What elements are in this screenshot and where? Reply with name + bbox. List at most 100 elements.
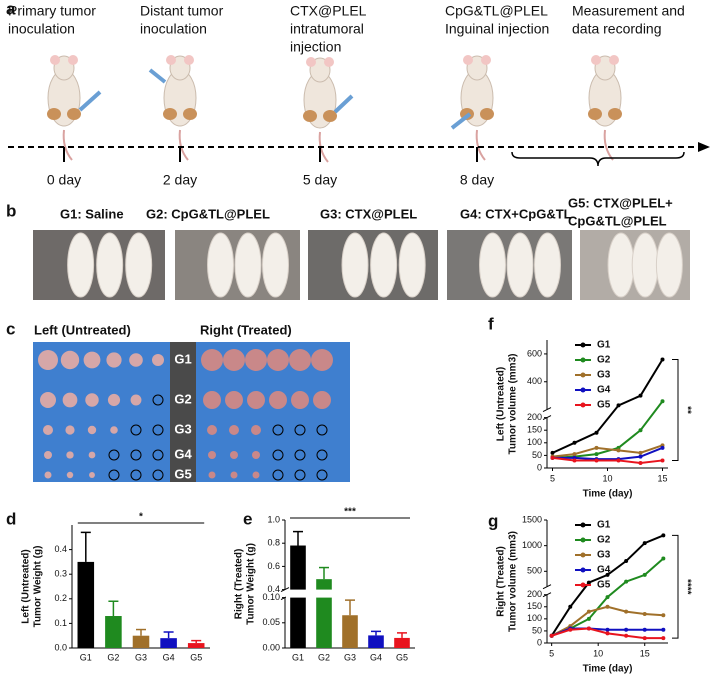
tumor <box>40 392 56 408</box>
y-tick-label: 400 <box>527 376 542 386</box>
tumor <box>60 350 80 370</box>
x-tick-label: G5 <box>396 652 408 662</box>
day-label: 2 day <box>163 172 197 188</box>
photo-mouse <box>262 232 289 298</box>
point <box>642 572 647 577</box>
tumor <box>106 352 122 368</box>
x-tick-label: 5 <box>549 648 554 658</box>
point <box>586 626 591 631</box>
break-gap <box>545 411 549 416</box>
y-tick-label: 0.10 <box>262 592 280 602</box>
point <box>568 604 573 609</box>
panel-label: f <box>488 314 494 333</box>
tumor <box>208 451 216 459</box>
photo-mouse <box>655 232 683 298</box>
y-tick-label: 0.6 <box>267 561 280 571</box>
ruler-label: G1 <box>174 351 191 366</box>
tumor <box>269 391 287 409</box>
tumor <box>208 471 216 479</box>
ruler-label: G4 <box>174 446 192 461</box>
step-label: injection <box>290 39 341 55</box>
tumor <box>272 449 284 461</box>
photo-mouse <box>506 232 534 298</box>
tumor <box>294 424 306 436</box>
tumor <box>223 349 245 371</box>
point <box>661 627 666 632</box>
point <box>660 399 665 404</box>
step-label: CTX@PLEL <box>290 3 367 19</box>
day-label: 8 day <box>460 172 494 188</box>
tumor <box>230 451 238 459</box>
tumor <box>245 349 267 371</box>
tumor <box>110 426 118 434</box>
x-tick-label: G3 <box>135 652 147 662</box>
point <box>549 633 554 638</box>
group-label: G2: CpG&TL@PLEL <box>146 206 270 221</box>
tumor <box>108 449 120 461</box>
ruler-label: G2 <box>174 391 191 406</box>
tumor <box>85 393 99 407</box>
y-tick-label: 100 <box>527 613 542 623</box>
panel-label: a <box>6 0 16 18</box>
tumor <box>311 349 333 371</box>
y-axis-label: Left (Untreated) <box>496 367 507 441</box>
y-tick-label: 0 <box>537 637 542 647</box>
point <box>594 458 599 463</box>
y-tick-label: 0.3 <box>54 569 67 579</box>
group-label: G1: Saline <box>60 206 124 221</box>
tumor <box>272 424 284 436</box>
mice <box>46 54 623 163</box>
y-tick-label: 200 <box>527 589 542 599</box>
y-tick-label: 500 <box>527 566 542 576</box>
tumor <box>43 425 53 435</box>
step-label: intratumoral <box>290 21 364 37</box>
x-tick-label: G4 <box>370 652 382 662</box>
point <box>642 636 647 641</box>
y-tick-label: 0.05 <box>262 617 280 627</box>
legend-marker <box>580 522 586 528</box>
legend-marker <box>580 552 586 558</box>
step-label: Distant tumor <box>140 3 224 19</box>
legend-label: G2 <box>597 535 611 546</box>
step-label: Measurement and <box>572 3 685 19</box>
significance-bracket <box>672 534 679 639</box>
y-axis-label: Right (Treated) <box>234 549 245 620</box>
series-line <box>552 358 664 454</box>
x-axis-label: Time (day) <box>583 664 633 675</box>
y-tick-label: 100 <box>527 437 542 447</box>
photo-mouse <box>479 232 506 298</box>
series-line <box>552 446 663 461</box>
significance: * <box>139 512 143 523</box>
bar <box>77 561 95 648</box>
y-axis-label: Tumor volume (mm3) <box>508 531 519 632</box>
step-label: Inguinal injection <box>445 21 549 37</box>
tumor <box>316 449 328 461</box>
bar <box>105 616 122 648</box>
point <box>661 613 666 618</box>
step-label: CpG&TL@PLEL <box>445 3 548 19</box>
tumor <box>88 451 96 459</box>
axis-break <box>542 584 552 590</box>
point <box>661 533 666 538</box>
ruler <box>170 342 196 482</box>
tumor <box>267 349 289 371</box>
photo-mouse <box>398 232 426 298</box>
step-label: data recording <box>572 21 662 37</box>
tumor <box>130 394 142 406</box>
point <box>624 627 629 632</box>
y-tick-label: 0.0 <box>54 642 67 652</box>
y-tick-label: 1.0 <box>267 514 280 524</box>
point <box>605 627 610 632</box>
tumor <box>152 394 164 406</box>
y-tick-label: 0.2 <box>54 593 67 603</box>
axis-break <box>542 407 552 413</box>
bar <box>132 635 150 648</box>
tumor <box>62 392 78 408</box>
legend-marker <box>580 372 586 378</box>
tumor <box>129 353 143 367</box>
point <box>638 460 643 465</box>
x-tick-label: 10 <box>593 648 603 658</box>
ruler-label: G5 <box>174 466 191 481</box>
legend-label: G1 <box>597 520 611 531</box>
bar <box>394 637 410 648</box>
